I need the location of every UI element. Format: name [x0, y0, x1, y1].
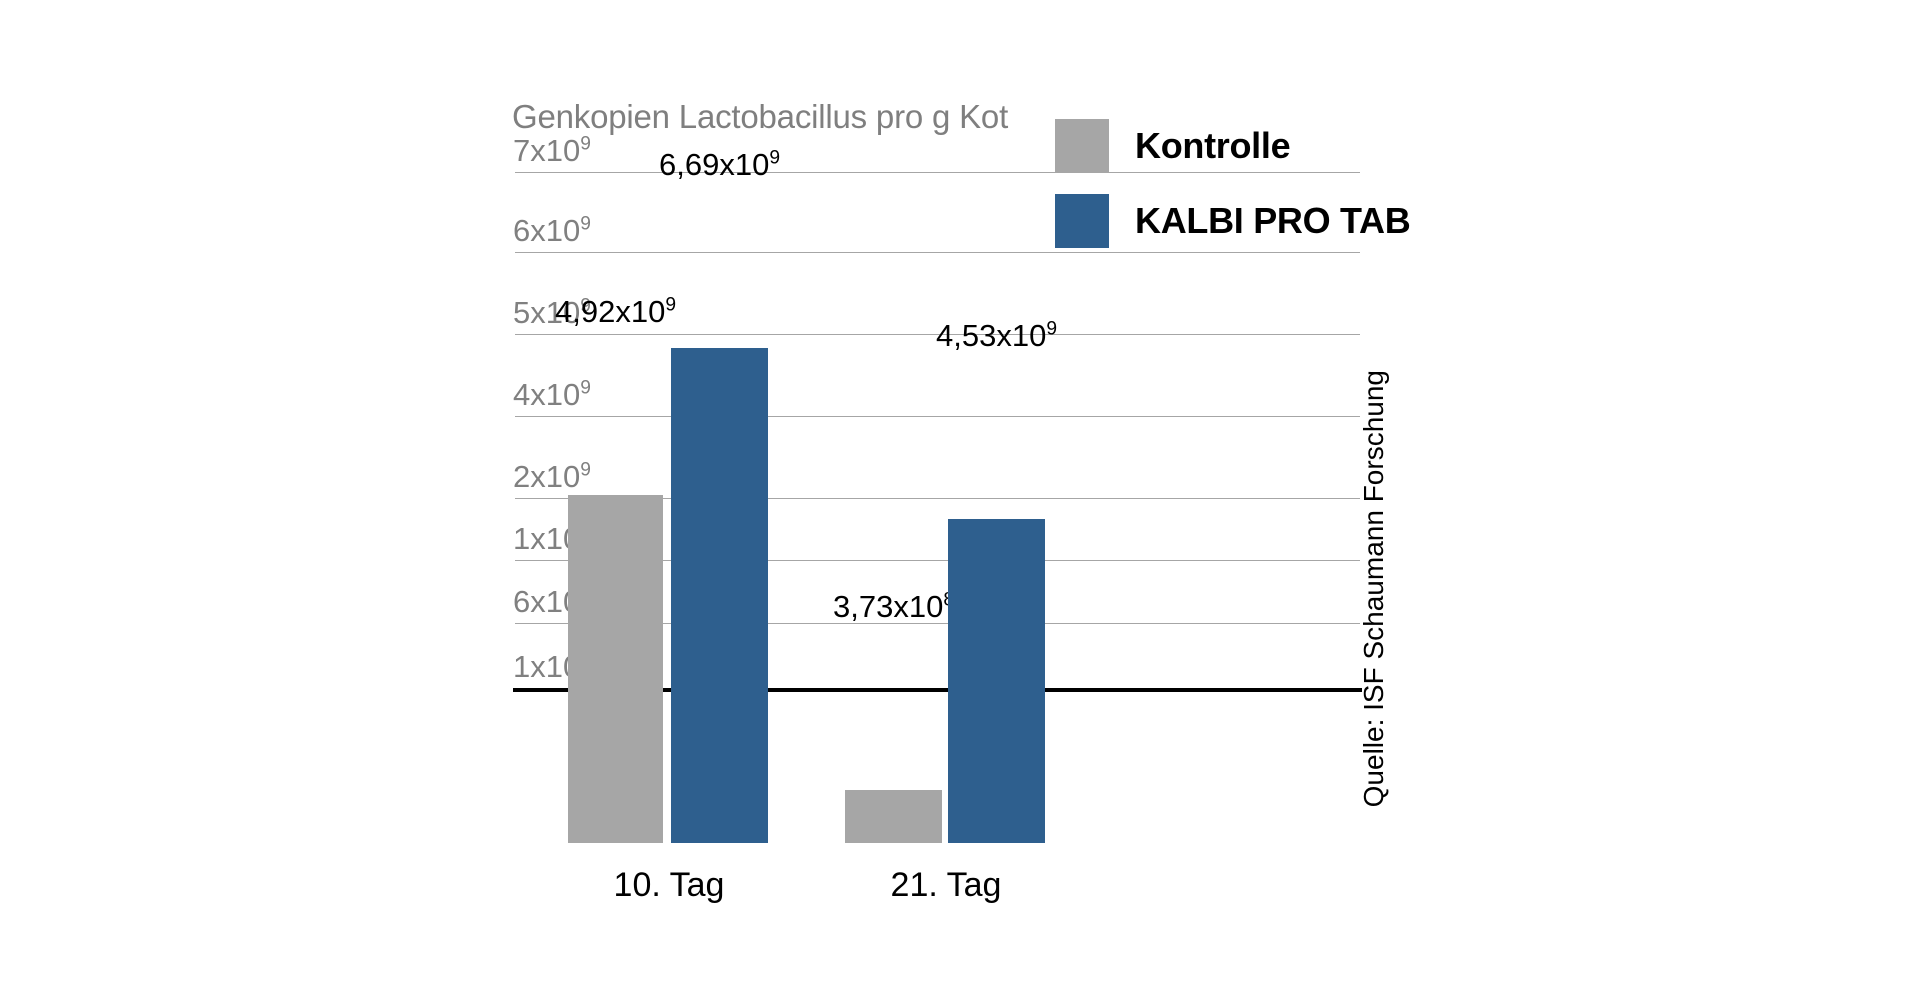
y-tick-mantissa: 2x10 [513, 459, 581, 494]
plot-area: 7x1096x1095x1094x1092x1091x1096x1081x108… [513, 133, 1362, 845]
bar-value-exponent: 9 [769, 147, 781, 169]
y-axis-tick-label: 6x109 [513, 213, 633, 252]
y-axis-caption: Genkopien Lactobacillus pro g Kot [512, 98, 1009, 135]
y-tick-exponent: 9 [580, 295, 591, 317]
bar-value-label: 4,53x109 [936, 318, 1057, 354]
y-axis-tick-label: 2x109 [513, 459, 633, 498]
bar-control[interactable] [568, 495, 663, 843]
legend-swatch-icon [1055, 193, 1109, 248]
category-label-1: 10. Tag [613, 866, 725, 904]
y-tick-exponent: 9 [580, 133, 591, 155]
bar-value-label: 3,73x108 [833, 589, 954, 625]
category-label-2: 21. Tag [890, 866, 1002, 904]
y-tick-exponent: 9 [580, 377, 591, 399]
legend-item-2[interactable]: KALBI PRO TAB [1055, 183, 1411, 258]
legend-item-label: KALBI PRO TAB [1135, 199, 1411, 241]
y-tick-mantissa: 4x10 [513, 377, 581, 412]
legend-swatch-icon [1055, 118, 1109, 173]
bar-value-exponent: 9 [1046, 318, 1058, 340]
source-note: Quelle: ISF Schaumann Forschung [1358, 370, 1389, 808]
y-axis-tick-label: 5x109 [513, 295, 633, 334]
bar-value-mantissa: 4,92x10 [554, 294, 666, 329]
y-tick-exponent: 9 [580, 459, 591, 481]
legend-item-1[interactable]: Kontrolle [1055, 108, 1410, 183]
bar-value-exponent: 9 [665, 294, 677, 316]
y-axis-tick-label: 7x109 [513, 133, 633, 172]
chart-legend: Kontrolle KALBI PRO TAB [1055, 108, 1411, 258]
gridline [515, 252, 1360, 253]
bar-value-label: 4,92x109 [555, 294, 676, 330]
gridline [515, 334, 1360, 335]
legend-item-label: Kontrolle [1135, 124, 1291, 166]
axis-baseline [513, 688, 1362, 692]
bar-treatment[interactable] [948, 519, 1045, 843]
y-tick-mantissa: 5x10 [513, 295, 581, 330]
y-axis-tick-label: 4x109 [513, 377, 633, 416]
top-artifact [945, 52, 1025, 64]
y-tick-mantissa: 6x10 [513, 213, 581, 248]
bar-treatment[interactable] [671, 348, 768, 843]
bar-value-mantissa: 3,73x10 [832, 589, 944, 624]
y-tick-exponent: 9 [580, 213, 591, 235]
bar-control[interactable] [845, 790, 942, 843]
bar-value-mantissa: 6,69x10 [658, 147, 770, 182]
gridline [515, 623, 1360, 624]
bar-value-label: 6,69x109 [659, 147, 780, 183]
y-tick-mantissa: 7x10 [513, 133, 581, 168]
gridline [515, 560, 1360, 561]
gridline [515, 498, 1360, 499]
gridline [515, 416, 1360, 417]
bar-value-mantissa: 4,53x10 [935, 318, 1047, 353]
gridline [515, 172, 1360, 173]
